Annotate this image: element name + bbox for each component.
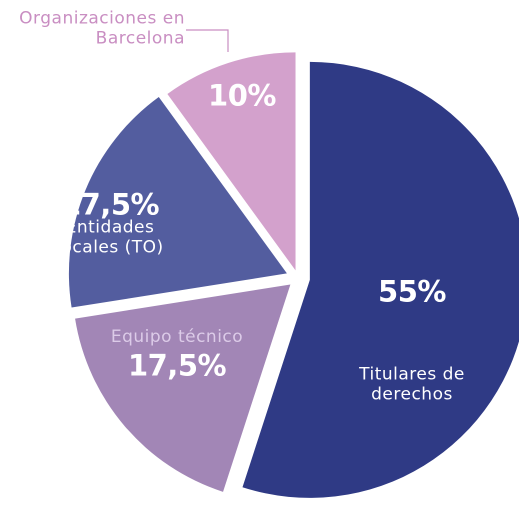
value-label: 55% [378,274,446,309]
pie-slice [68,97,287,308]
category-label: Entidades locales (TO) [56,217,164,257]
leader-line [186,29,229,52]
value-label: 17,5% [60,187,160,222]
pie-slice [242,61,519,498]
pie-slice [167,52,296,271]
pie-slice [75,284,291,492]
category-label: Equipo técnico [110,327,244,348]
value-label: 10% [208,78,276,113]
category-label: Organizaciones en Barcelona [19,8,185,49]
category-label: Titulares de derechos [359,364,465,404]
value-label: 17,5% [127,348,227,383]
